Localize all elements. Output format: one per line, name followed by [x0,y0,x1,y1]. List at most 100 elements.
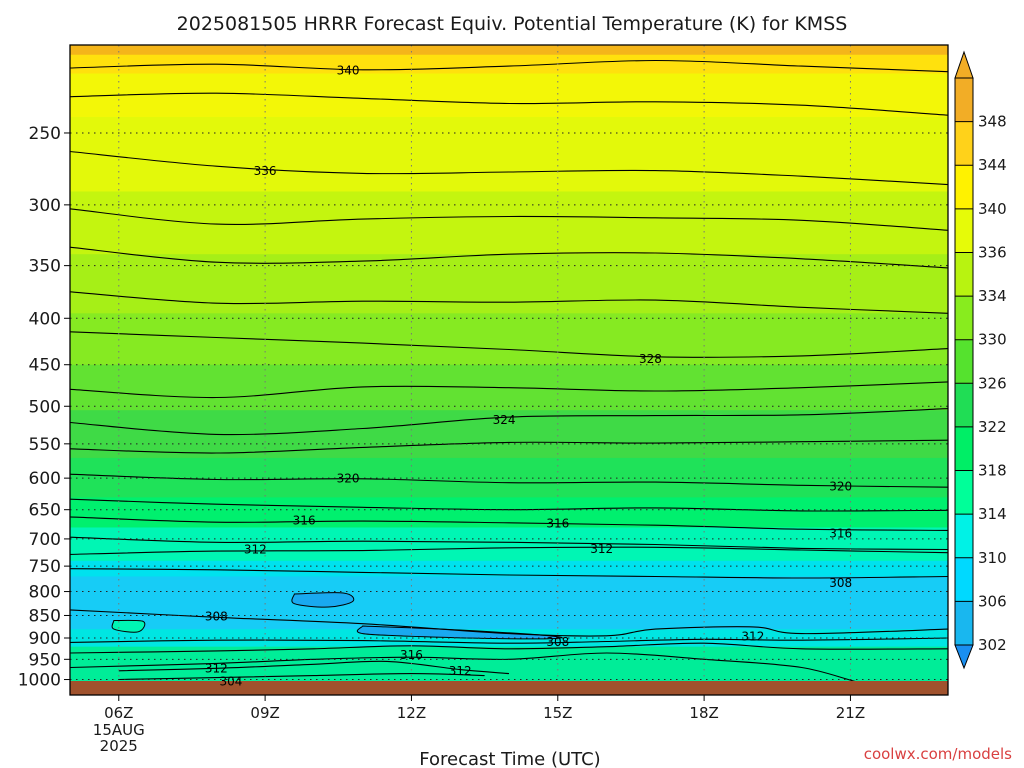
colorbar-segment [955,383,973,428]
x-tick-label: 12Z [397,704,426,722]
colorbar-segment [955,78,973,123]
colorbar-tick-label: 306 [978,592,1007,610]
x-tick-label: 15Z [543,704,572,722]
color-band [70,54,948,75]
y-tick-label: 850 [29,606,61,626]
contour-label: 340 [337,63,360,77]
contour-line [70,246,948,269]
colorbar-segment [955,296,973,341]
contour-label: 308 [546,635,569,649]
color-band [70,73,948,118]
x-tick-label: 18Z [689,704,718,722]
ground-strip [70,681,948,695]
contour-line [70,150,948,186]
contour-label: 316 [546,516,569,530]
colorbar-segment [955,208,973,253]
contour-line [118,660,510,675]
colorbar-segment [955,339,973,384]
color-band [70,576,948,630]
contour-label: 308 [829,576,852,590]
contour-label: 316 [293,513,316,527]
y-tick-label: 950 [29,650,61,670]
colorbar: 302 306 310 314 318 322 326 330 334 336 340 344 348 [954,50,1007,670]
plot-area: 340 336 328 324 320 320 316 316 316 312 312 308 308 3… [70,45,948,695]
color-band [70,191,948,255]
contour-line [70,609,948,637]
closed-contour-region [111,619,146,633]
color-band [70,116,948,193]
contour-label: 320 [829,479,852,493]
contour-line [70,331,948,358]
y-tick-label: 700 [29,530,61,550]
contour-line [70,642,948,654]
contour-label: 324 [493,413,516,427]
y-tick-label: 800 [29,583,61,603]
colorbar-top-arrow [954,50,974,79]
y-tick-label: 750 [29,557,61,577]
y-tick-label: 550 [29,435,61,455]
contour-line [70,473,948,488]
contour-line [70,568,948,579]
closed-contour-region [291,592,355,608]
colorbar-tick-label: 302 [978,636,1007,654]
colorbar-segment [955,557,973,602]
contour-label: 336 [254,164,277,178]
y-tick-label: 900 [29,629,61,649]
contour-label: 312 [244,542,267,556]
colorbar-segment [955,165,973,210]
y-tick-label: 450 [29,356,61,376]
color-band [70,497,948,529]
colorbar-tick-label: 326 [978,374,1007,392]
x-date-label: 2025 [100,737,138,755]
contour-line [70,536,948,551]
colorbar-tick-label: 340 [978,200,1007,218]
y-tick-label: 250 [29,124,61,144]
x-tick-label: 21Z [836,704,865,722]
contour-line [70,637,948,644]
contour-line [70,92,948,116]
chart-title: 2025081505 HRRR Forecast Equiv. Potentia… [177,13,848,35]
colorbar-tick-label: 336 [978,243,1007,261]
contour-label: 312 [741,630,764,644]
contour-line [70,208,948,231]
contour-label: 312 [205,661,228,675]
contour-line [118,673,485,681]
colorbar-tick-label: 348 [978,113,1007,131]
colorbar-tick-label: 344 [978,156,1007,174]
colorbar-segment [955,121,973,166]
contour-label: 316 [829,527,852,541]
credit-text[interactable]: coolwx.com/models [864,745,1012,763]
colorbar-segment [955,601,973,646]
contour-line [70,652,948,688]
contour-label: 312 [590,542,613,556]
colorbar-tick-label: 322 [978,418,1007,436]
plot-clip-group [70,45,948,695]
colorbar-segment [955,514,973,559]
color-band [70,527,948,562]
contour-line [70,59,948,73]
colorbar-tick-label: 330 [978,331,1007,349]
y-tick-label: 1000 [18,671,61,691]
y-tick-label: 300 [29,196,61,216]
contour-label: 312 [449,664,472,678]
contour-line [70,546,948,555]
colorbar-segment [955,252,973,297]
contour-line [70,516,948,531]
colorbar-tick-label: 310 [978,549,1007,567]
contour-line [70,291,948,314]
colorbar-tick-label: 318 [978,462,1007,480]
y-tick-label: 350 [29,257,61,277]
contour-label: 320 [337,472,360,486]
contour-label: 316 [400,648,423,662]
x-date-label: 15AUG [93,721,145,739]
color-band [70,254,948,314]
y-tick-label: 650 [29,501,61,521]
colorbar-tick-label: 314 [978,505,1007,523]
x-tick-label: 06Z [104,704,133,722]
y-tick-label: 500 [29,397,61,417]
color-band [70,45,948,56]
colorbar-segment [955,470,973,515]
plot-frame [69,44,949,696]
contour-line [70,439,948,454]
